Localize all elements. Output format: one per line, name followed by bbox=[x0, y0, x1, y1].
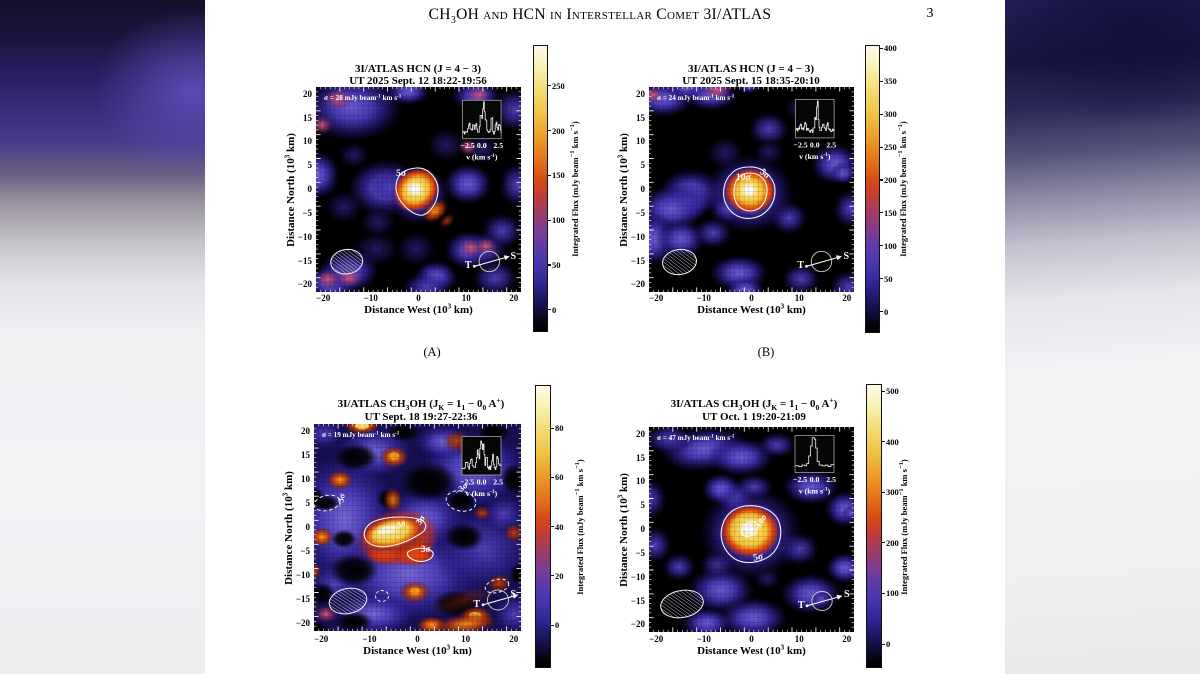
svg-text:S: S bbox=[844, 589, 850, 600]
svg-text:−2.5: −2.5 bbox=[794, 140, 808, 149]
svg-text:2.5: 2.5 bbox=[826, 475, 836, 484]
svg-text:T: T bbox=[798, 600, 805, 611]
svg-text:v (km s-1): v (km s-1) bbox=[799, 487, 831, 496]
svg-text:−3σ: −3σ bbox=[335, 492, 347, 508]
svg-text:0.0: 0.0 bbox=[477, 141, 487, 150]
svg-text:10σ: 10σ bbox=[736, 173, 752, 183]
svg-text:0.0: 0.0 bbox=[477, 478, 487, 487]
svg-text:S: S bbox=[511, 589, 517, 600]
svg-text:2.5: 2.5 bbox=[826, 140, 836, 149]
svg-text:0.0: 0.0 bbox=[810, 475, 820, 484]
svg-text:T: T bbox=[797, 260, 804, 271]
svg-text:σ = 19 mJy beam-1 km s-1: σ = 19 mJy beam-1 km s-1 bbox=[322, 430, 400, 439]
svg-text:σ = 24 mJy beam-1 km s-1: σ = 24 mJy beam-1 km s-1 bbox=[657, 93, 735, 102]
svg-text:S: S bbox=[511, 251, 517, 262]
svg-text:v (km s-1): v (km s-1) bbox=[466, 153, 498, 162]
svg-text:5σ: 5σ bbox=[752, 552, 765, 564]
svg-text:T: T bbox=[465, 260, 472, 271]
svg-text:0.0: 0.0 bbox=[810, 140, 820, 149]
svg-text:σ = 28 mJy beam-1 km s-1: σ = 28 mJy beam-1 km s-1 bbox=[324, 93, 402, 102]
svg-text:5σ: 5σ bbox=[396, 169, 407, 179]
svg-text:S: S bbox=[844, 251, 850, 262]
svg-text:2.5: 2.5 bbox=[493, 478, 503, 487]
svg-text:v (km s-1): v (km s-1) bbox=[799, 152, 831, 161]
svg-text:v (km s-1): v (km s-1) bbox=[466, 489, 498, 498]
svg-text:−2.5: −2.5 bbox=[793, 475, 807, 484]
svg-text:−2.5: −2.5 bbox=[460, 478, 474, 487]
svg-text:3σ: 3σ bbox=[421, 544, 431, 554]
svg-text:T: T bbox=[473, 599, 480, 610]
svg-text:σ = 47 mJy beam-1 km s-1: σ = 47 mJy beam-1 km s-1 bbox=[657, 433, 735, 442]
svg-text:−2.5: −2.5 bbox=[461, 141, 475, 150]
svg-text:2.5: 2.5 bbox=[493, 141, 503, 150]
